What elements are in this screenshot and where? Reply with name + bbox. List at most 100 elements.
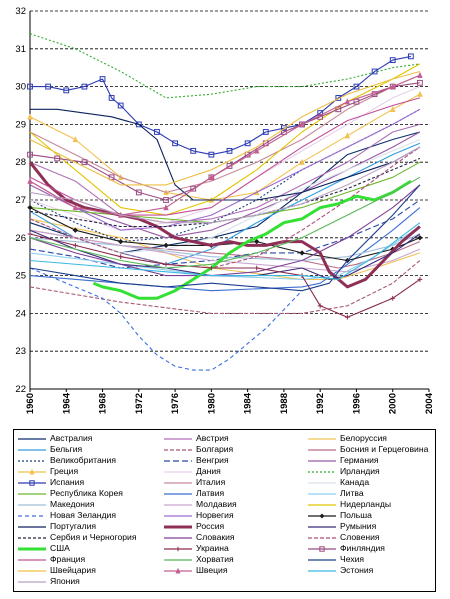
legend-swatch [164, 448, 192, 451]
series-point-9 [299, 158, 305, 165]
legend-label: Белоруссия [340, 433, 387, 443]
x-tick-labels: 1960 1964 1968 1972 1976 1980 1984 1988 1992 1996… [25, 392, 435, 414]
legend-label: Дания [196, 466, 221, 476]
series-line-35 [29, 184, 421, 292]
series-line-38 [29, 222, 421, 280]
legend-item: Финляндия [307, 543, 435, 554]
y-tick-label: 28 [15, 157, 26, 168]
x-tick-label: 1984 [243, 392, 254, 414]
legend-item: Белоруссия [307, 433, 435, 444]
series-point-32 [108, 174, 115, 181]
series-point-37 [344, 98, 351, 105]
series-line-1 [29, 123, 421, 224]
legend-swatch [308, 459, 336, 462]
series-point-32 [27, 151, 33, 158]
legend-label: Польша [340, 510, 372, 520]
legend-item: Ирландия [307, 466, 435, 477]
legend-swatch [164, 481, 192, 484]
series-point-12 [262, 129, 269, 135]
y-tick-labels: 22 23 24 25 26 27 28 29 30 31 32 [15, 6, 26, 395]
legend-item: Болгария [163, 444, 305, 455]
legend-label: Ирландия [340, 466, 380, 476]
legend-swatch [164, 503, 192, 506]
series-line-13 [29, 74, 421, 193]
legend-swatch [164, 437, 192, 440]
series-line-8 [29, 131, 421, 239]
series-point-9 [389, 105, 396, 112]
legend-swatch [18, 569, 46, 572]
legend-swatch [18, 536, 46, 539]
series-line-39 [29, 146, 421, 224]
series-point-12 [353, 83, 360, 90]
legend-label: США [50, 543, 70, 553]
legend-item: Норвегия [163, 510, 305, 521]
legend-label: Сербия и Черногория [50, 532, 137, 542]
series-point-12 [190, 147, 197, 154]
series-line-25 [28, 161, 421, 289]
series-point-23 [299, 250, 305, 256]
legend-swatch [18, 437, 46, 440]
legend-item: Франция [17, 554, 161, 565]
legend-item: Румыния [307, 521, 435, 532]
y-tick-label: 26 [15, 233, 26, 244]
legend-item: Республика Корея [17, 488, 161, 499]
legend-label: Бельгия [50, 444, 83, 454]
legend-item: Австрия [163, 433, 305, 444]
series-point-12 [226, 147, 233, 154]
legend-label: Испания [50, 477, 85, 487]
legend-swatch [18, 503, 46, 506]
legend-swatch [308, 545, 336, 552]
legend-item: Словения [307, 532, 435, 543]
series-point-23 [117, 238, 124, 245]
legend-label: Хорватия [196, 554, 234, 564]
series-point-12 [63, 87, 70, 94]
series-point-32 [417, 79, 423, 86]
legend-label: Канада [340, 477, 370, 487]
legend-label: Греция [50, 466, 79, 476]
series-point-37 [208, 173, 215, 180]
series-point-12 [172, 140, 178, 147]
x-tick-label: 1972 [134, 393, 145, 414]
series-point-37 [389, 83, 396, 90]
legend-label: Эстония [340, 565, 374, 575]
series-point-12 [407, 53, 414, 60]
series-point-37 [299, 120, 305, 128]
legend-swatch [164, 567, 192, 573]
legend-item: США [17, 543, 161, 554]
legend-item: Россия [163, 521, 305, 532]
legend-swatch [164, 525, 192, 528]
series-point-31 [417, 276, 423, 282]
series-point-12 [154, 129, 160, 135]
legend-label: Румыния [340, 521, 377, 531]
legend-item: Греция [17, 466, 161, 477]
legend-label: Австралия [50, 433, 93, 443]
legend-label: Австрия [196, 433, 229, 443]
legend-item: Молдавия [163, 499, 305, 510]
legend-swatch [18, 479, 46, 486]
legend-label: Республика Корея [50, 488, 123, 498]
series-point-12 [208, 151, 215, 158]
y-tick-label: 25 [15, 271, 26, 282]
legend-label: Украина [196, 543, 229, 553]
legend-swatch [18, 525, 46, 528]
series-point-37 [27, 177, 33, 184]
y-tick-label: 24 [15, 308, 26, 319]
series-point-12 [371, 68, 378, 75]
series-line-4 [29, 260, 421, 314]
series-point-32 [54, 155, 61, 162]
series-point-31 [390, 295, 396, 301]
series-point-23 [27, 204, 33, 211]
legend-item: Сербия и Черногория [17, 532, 161, 543]
legend-swatch [308, 470, 336, 473]
x-tick-label: 1988 [279, 393, 290, 414]
series-point-12 [108, 95, 115, 101]
series-point-32 [371, 91, 378, 98]
legend-label: Португалия [50, 521, 97, 531]
y-tick-label: 30 [15, 82, 26, 93]
y-tick-label: 23 [15, 346, 26, 357]
series-point-31 [254, 265, 260, 271]
legend-item: Хорватия [163, 554, 305, 565]
legend-item: Австралия [17, 433, 161, 444]
legend-swatch [164, 459, 192, 462]
